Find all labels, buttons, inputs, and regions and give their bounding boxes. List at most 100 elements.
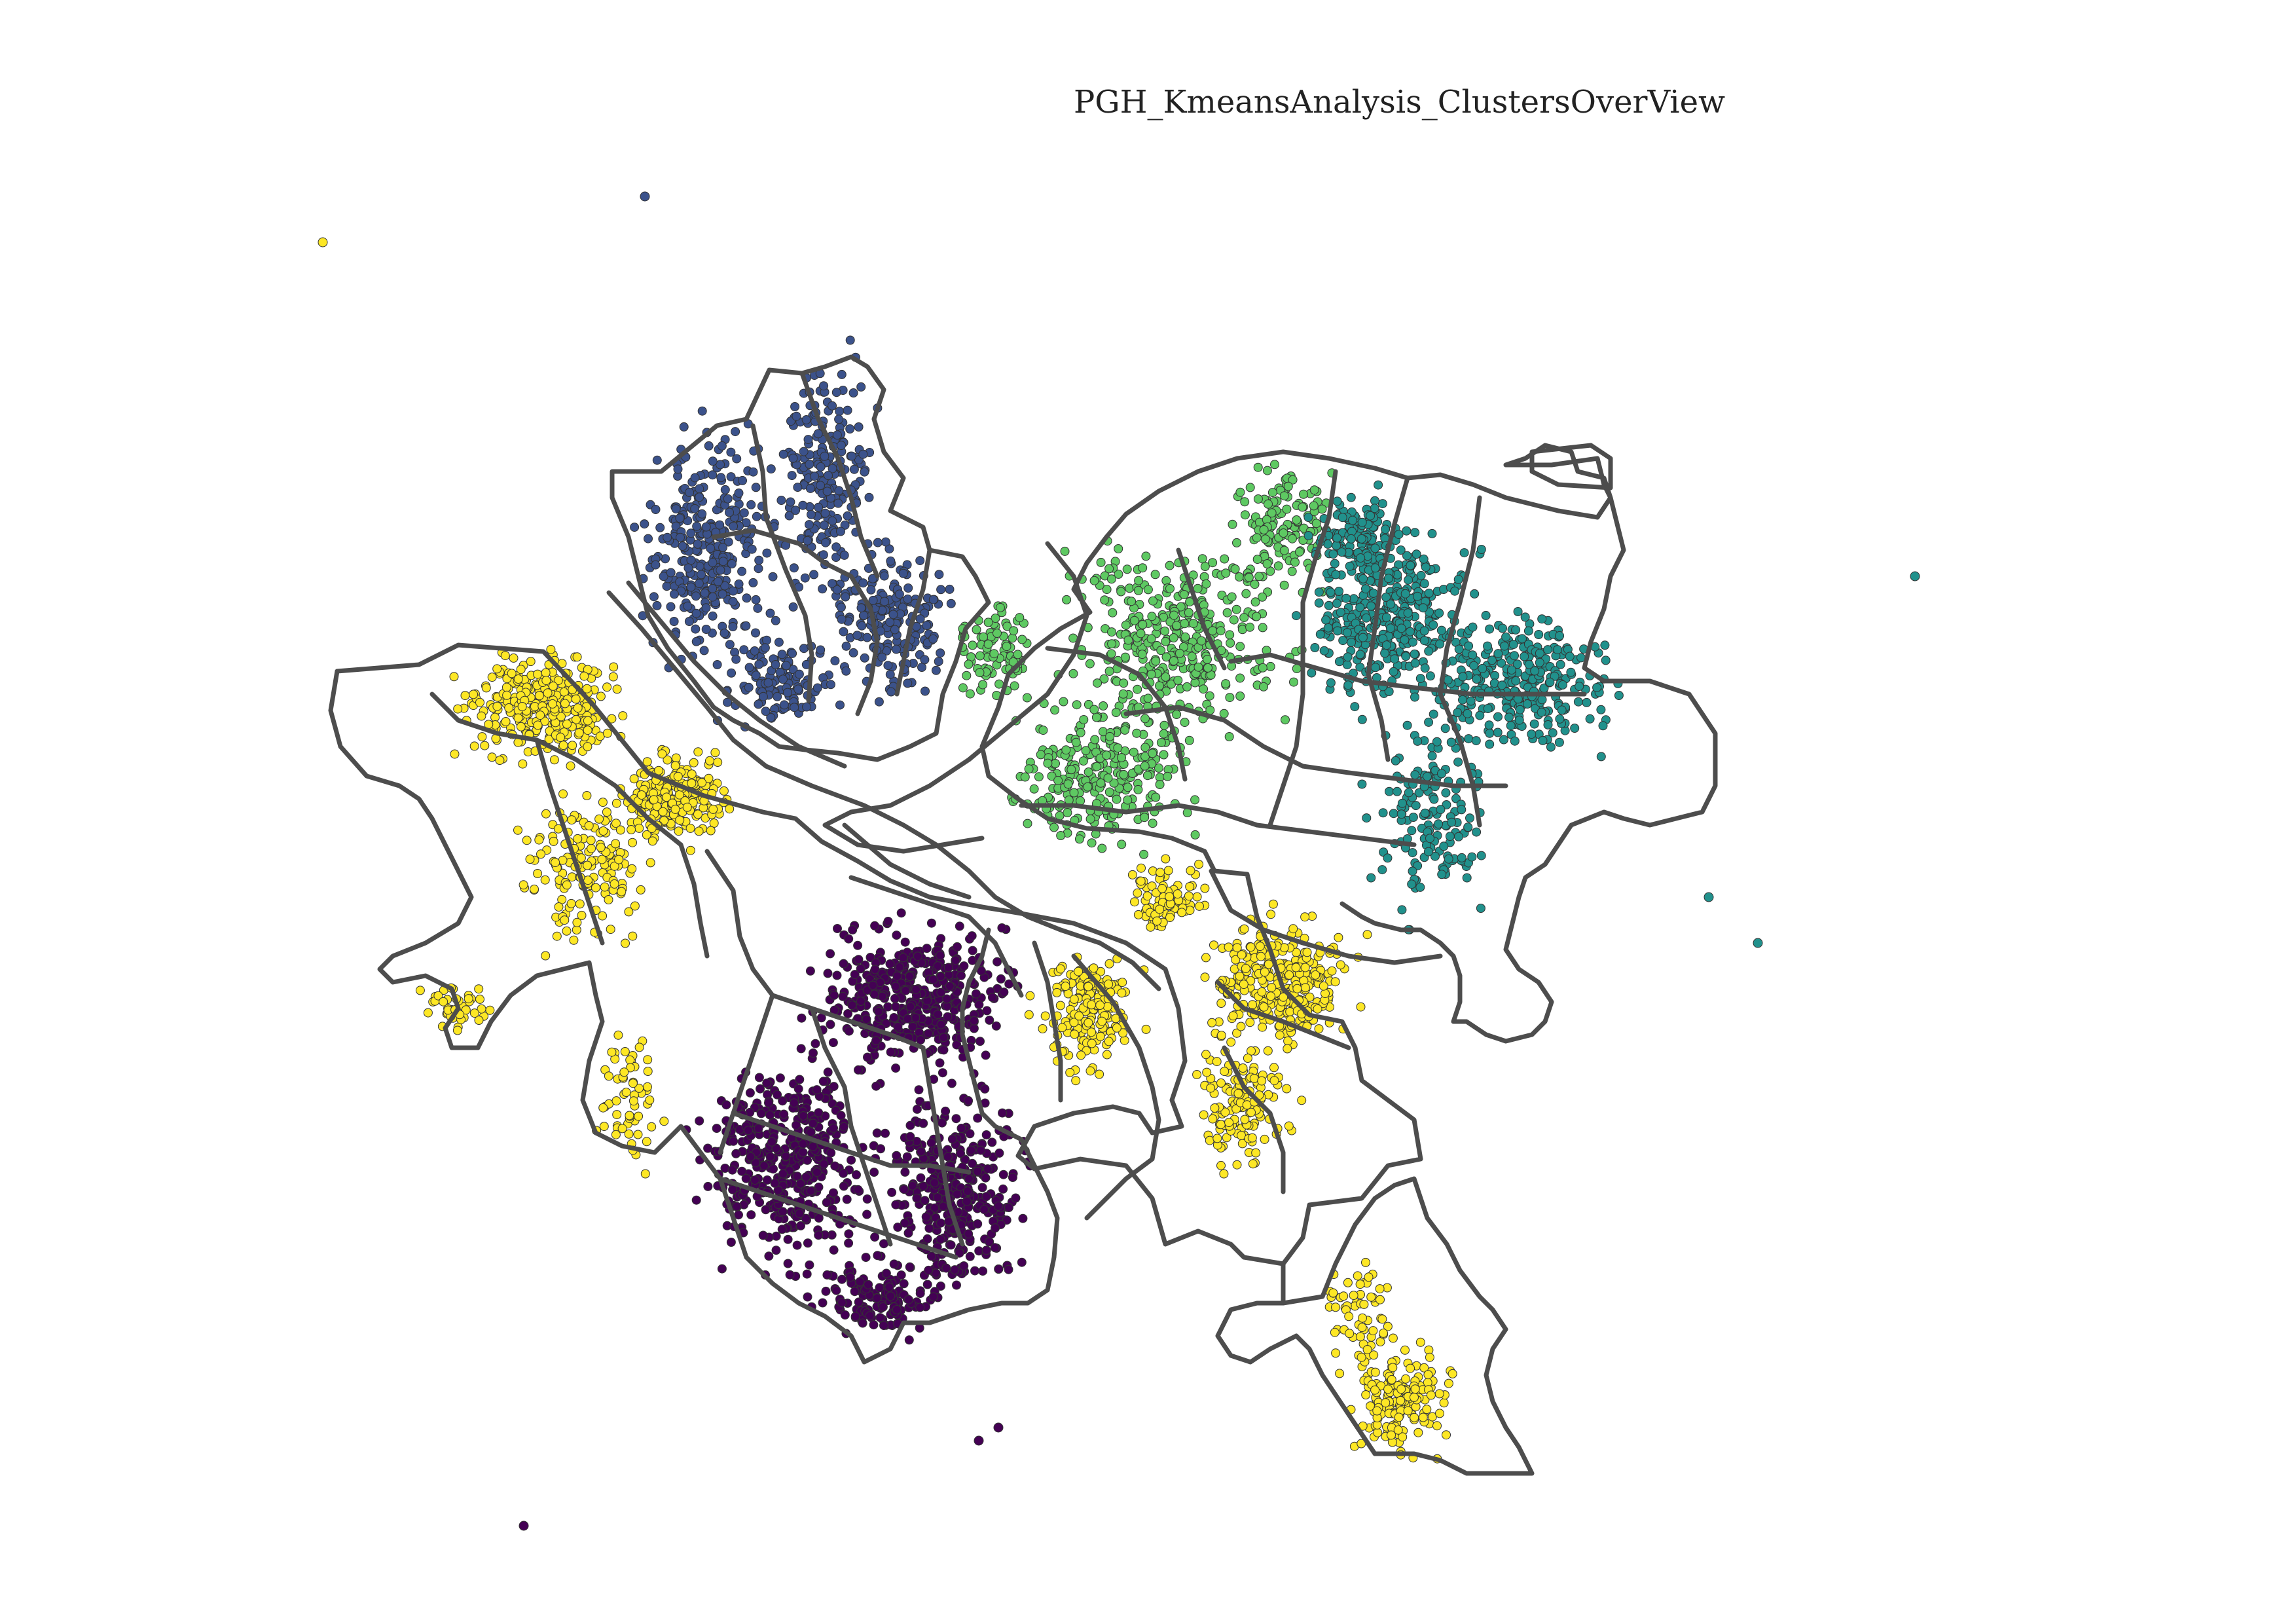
cluster-point — [876, 1144, 886, 1154]
cluster-point — [818, 584, 828, 594]
cluster-point — [630, 901, 640, 911]
cluster-point — [978, 680, 988, 690]
cluster-point — [568, 741, 577, 750]
cluster-point — [694, 826, 704, 836]
cluster-point — [933, 961, 943, 971]
cluster-point — [551, 858, 560, 868]
cluster-point — [1140, 761, 1150, 771]
cluster-point — [567, 815, 577, 825]
cluster-point — [1172, 710, 1182, 719]
cluster-point — [731, 654, 741, 664]
cluster-point — [1225, 693, 1235, 703]
cluster-point — [1004, 1264, 1013, 1274]
cluster-point — [922, 1234, 932, 1244]
cluster-point — [957, 1124, 966, 1133]
cluster-point — [916, 1035, 926, 1044]
cluster-point — [721, 1100, 731, 1110]
cluster-point — [856, 997, 866, 1006]
cluster-point — [708, 456, 718, 466]
cluster-point — [994, 1264, 1004, 1274]
cluster-point — [926, 1138, 936, 1148]
cluster-point — [1065, 1067, 1075, 1077]
cluster-point — [864, 492, 874, 502]
cluster-point — [871, 1081, 881, 1091]
cluster-point — [1011, 1193, 1021, 1203]
cluster-point — [1143, 585, 1153, 595]
cluster-point — [1424, 646, 1434, 656]
cluster-point — [569, 935, 579, 945]
cluster-point — [814, 502, 824, 512]
cluster-point — [914, 1085, 924, 1095]
cluster-point — [708, 470, 718, 480]
cluster-point — [903, 583, 913, 593]
cluster-point — [842, 1194, 852, 1204]
cluster-point — [737, 566, 747, 576]
cluster-point — [1197, 636, 1207, 646]
cluster-point — [928, 595, 938, 604]
cluster-point — [845, 335, 855, 345]
cluster-point — [1529, 719, 1539, 729]
cluster-point — [903, 594, 913, 604]
cluster-point — [1069, 994, 1079, 1004]
cluster-point — [904, 1335, 914, 1345]
cluster-point — [1326, 678, 1336, 688]
cluster-point — [837, 1274, 847, 1284]
cluster-point — [1464, 734, 1474, 744]
cluster-point — [905, 1120, 915, 1130]
cluster-point — [1557, 705, 1567, 715]
cluster-point — [1287, 534, 1297, 544]
cluster-point — [1156, 738, 1166, 747]
cluster-point — [1419, 579, 1429, 589]
cluster-point — [1273, 561, 1283, 571]
cluster-point — [1123, 795, 1133, 805]
cluster-point — [885, 618, 895, 627]
cluster-point — [1091, 712, 1101, 722]
cluster-point — [536, 710, 545, 720]
cluster-point — [1193, 583, 1203, 593]
cluster-point — [597, 855, 607, 864]
cluster-point — [492, 664, 502, 674]
cluster-point — [1169, 610, 1179, 620]
cluster-point — [792, 1240, 802, 1250]
cluster-point — [1405, 627, 1415, 637]
cluster-point — [836, 526, 845, 536]
cluster-point — [771, 660, 780, 669]
cluster-point — [751, 628, 760, 638]
cluster-point — [893, 1022, 903, 1031]
cluster-point — [1565, 652, 1575, 661]
cluster-point — [991, 1223, 1000, 1233]
cluster-point — [952, 1189, 962, 1199]
cluster-point — [850, 1312, 860, 1321]
cluster-point — [791, 506, 801, 515]
cluster-point — [809, 1048, 818, 1058]
cluster-point — [952, 1280, 961, 1290]
cluster-point — [1244, 572, 1254, 582]
cluster-point — [1085, 659, 1095, 669]
cluster-point — [1143, 693, 1153, 703]
cluster-point — [693, 539, 702, 549]
cluster-point — [504, 703, 514, 712]
cluster-point — [820, 451, 829, 461]
cluster-point — [922, 621, 932, 631]
cluster-point — [1235, 692, 1245, 701]
cluster-point — [1366, 511, 1376, 521]
cluster-point — [766, 464, 776, 474]
cluster-point — [1096, 557, 1106, 567]
cluster-point — [1483, 641, 1492, 651]
cluster-point — [1112, 1023, 1121, 1033]
cluster-point — [701, 625, 711, 634]
cluster-point — [803, 1155, 812, 1165]
cluster-point — [1034, 772, 1044, 782]
cluster-point — [824, 471, 833, 481]
cluster-point — [967, 931, 977, 941]
cluster-point — [854, 422, 864, 432]
cluster-point — [1408, 813, 1418, 822]
cluster-point — [598, 798, 608, 807]
cluster-point — [939, 1033, 949, 1043]
cluster-point — [1253, 494, 1263, 504]
cluster-point — [1481, 610, 1491, 620]
cluster-point — [833, 924, 842, 933]
cluster-point — [1499, 735, 1508, 745]
cluster-point — [1199, 684, 1209, 694]
cluster-point — [754, 1073, 764, 1082]
